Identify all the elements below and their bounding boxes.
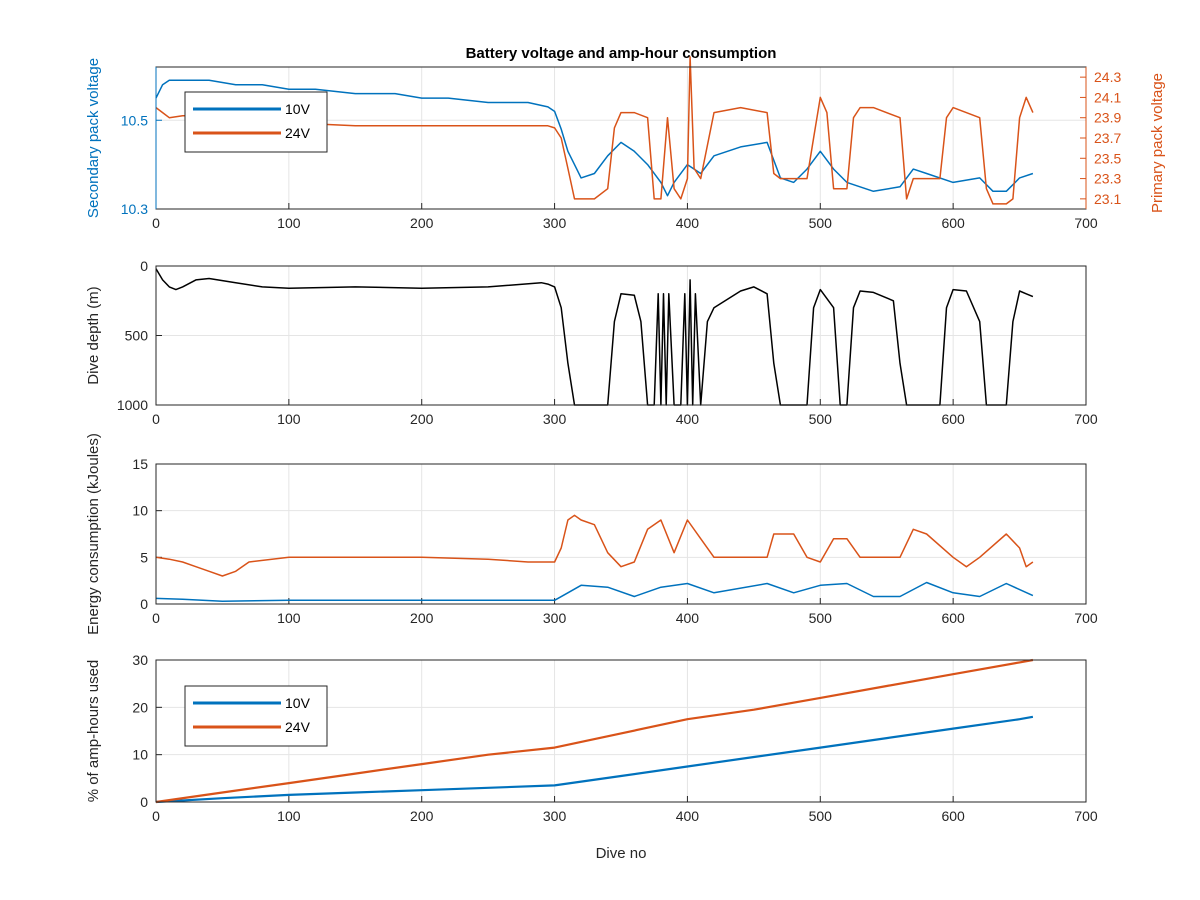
panel4-y-tick-label: 0 — [140, 794, 148, 810]
panel3-series-24v-line — [155, 514, 1034, 577]
panel1-right-y-tick-label: 23.7 — [1094, 130, 1121, 146]
panel1-series-24v-line — [155, 56, 1034, 205]
panel3-plot-area — [156, 464, 1086, 604]
panel4-y-axis-label: % of amp-hours used — [85, 660, 102, 803]
panel4-x-tick-label: 500 — [809, 808, 833, 824]
panel1-x-tick-label: 300 — [543, 215, 567, 231]
panel4-legend-label-10v: 10V — [285, 695, 311, 711]
panel3-x-tick-label: 200 — [410, 610, 434, 626]
panel2-x-tick-label: 300 — [543, 411, 567, 427]
panel4-x-tick-label: 0 — [152, 808, 160, 824]
panel1-x-tick-label: 0 — [152, 215, 160, 231]
panel1-right-y-tick-label: 23.1 — [1094, 191, 1121, 207]
panel1-right-y-tick-label: 24.3 — [1094, 69, 1121, 85]
panel1-x-tick-label: 100 — [277, 215, 301, 231]
panel2-y-tick-label: 0 — [140, 258, 148, 274]
panel1-y-axis-label: Secondary pack voltage — [85, 58, 102, 218]
figure-title: Battery voltage and amp-hour consumption — [466, 45, 777, 62]
panel1-right-y-tick-label: 23.5 — [1094, 150, 1121, 166]
panel1-x-tick-label: 600 — [941, 215, 965, 231]
panel1-y-tick-label: 10.5 — [121, 112, 148, 128]
panel1-legend-label-24v: 24V — [285, 125, 311, 141]
panel1-legend-box — [184, 91, 328, 153]
panel1-right-y-axis-label: Primary pack voltage — [1149, 73, 1166, 213]
panel1-y-tick-label: 10.3 — [121, 201, 148, 217]
panel1-right-y-tick-label: 23.9 — [1094, 110, 1121, 126]
panel3-y-tick-label: 15 — [132, 456, 148, 472]
panel3-x-tick-label: 700 — [1074, 610, 1098, 626]
panel3-y-tick-label: 10 — [132, 503, 148, 519]
panel3-y-tick-label: 0 — [140, 596, 148, 612]
panel4-y-tick-label: 10 — [132, 747, 148, 763]
panel1-series-10v-line — [155, 79, 1034, 197]
panel3-y-axis-label: Energy consumption (kJoules) — [85, 433, 102, 635]
panel1-x-tick-label: 200 — [410, 215, 434, 231]
panel2-x-tick-label: 0 — [152, 411, 160, 427]
panel4-legend-label-24v: 24V — [285, 719, 311, 735]
panel3-x-tick-label: 600 — [941, 610, 965, 626]
panel2-y-tick-label: 500 — [125, 328, 149, 344]
panel2-x-tick-label: 700 — [1074, 411, 1098, 427]
panel2-x-tick-label: 400 — [676, 411, 700, 427]
panel4-x-tick-label: 100 — [277, 808, 301, 824]
panel3-x-tick-label: 100 — [277, 610, 301, 626]
panel2-y-tick-label: 1000 — [117, 397, 148, 413]
panel4-x-axis-label: Dive no — [596, 845, 647, 862]
panel4-series-10v-line — [155, 715, 1034, 804]
panel1-x-tick-label: 500 — [809, 215, 833, 231]
panel1-right-y-tick-label: 23.3 — [1094, 171, 1121, 187]
panel2-x-tick-label: 600 — [941, 411, 965, 427]
panel2-x-tick-label: 200 — [410, 411, 434, 427]
panel1-x-tick-label: 700 — [1074, 215, 1098, 231]
panel1-x-tick-label: 400 — [676, 215, 700, 231]
panel4-x-tick-label: 400 — [676, 808, 700, 824]
panel3-axes-frame — [155, 463, 1087, 605]
panel2-axes-frame — [155, 265, 1087, 406]
panel2-x-tick-label: 500 — [809, 411, 833, 427]
panel4-x-tick-label: 200 — [410, 808, 434, 824]
panel2-y-axis-label: Dive depth (m) — [85, 286, 102, 384]
panel4-legend-box — [184, 685, 328, 747]
panel1-right-y-tick-label: 24.1 — [1094, 89, 1121, 105]
panel4-x-tick-label: 600 — [941, 808, 965, 824]
panel4-series-24v-line — [155, 658, 1034, 804]
panel4-x-tick-label: 700 — [1074, 808, 1098, 824]
panel4-y-tick-label: 20 — [132, 699, 148, 715]
panel3-x-tick-label: 500 — [809, 610, 833, 626]
panel3-y-tick-label: 5 — [140, 549, 148, 565]
panel3-x-tick-label: 400 — [676, 610, 700, 626]
panel4-axes-frame — [155, 659, 1087, 803]
panel4-x-tick-label: 300 — [543, 808, 567, 824]
panel3-x-tick-label: 0 — [152, 610, 160, 626]
panel1-legend-label-10v: 10V — [285, 101, 311, 117]
panel2-x-tick-label: 100 — [277, 411, 301, 427]
panel3-series-10v-line — [155, 581, 1034, 602]
panel4-y-tick-label: 30 — [132, 652, 148, 668]
panel3-x-tick-label: 300 — [543, 610, 567, 626]
